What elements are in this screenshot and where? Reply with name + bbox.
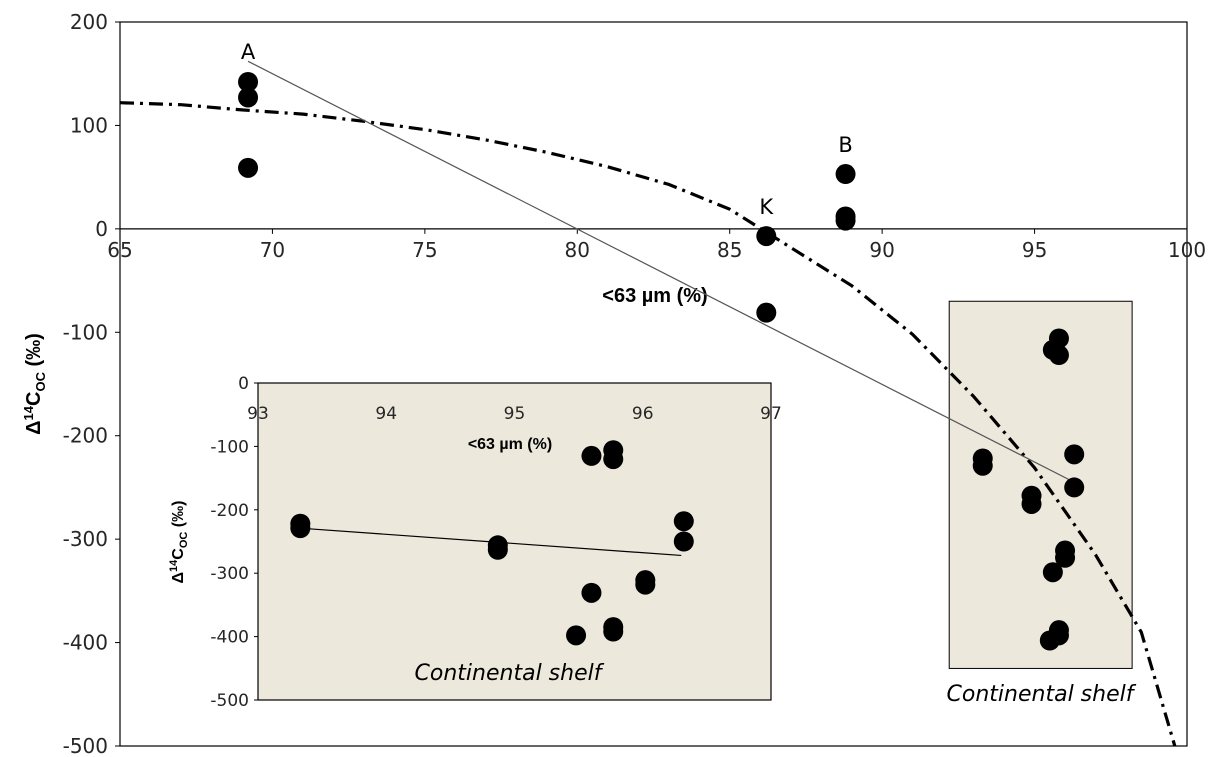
inset-x-axis-title: <63 µm (%) — [468, 436, 552, 453]
inset-data-point — [581, 582, 602, 603]
main-y-tick-label: -400 — [63, 631, 108, 655]
main-data-point — [1055, 547, 1076, 568]
inset-y-tick-label: -500 — [210, 691, 249, 711]
inset-x-tick-label: 95 — [504, 404, 526, 424]
main-y-axis-title-unit: (‰) — [23, 333, 45, 372]
main-x-tick-label: 65 — [107, 238, 132, 262]
inset-continental-shelf-label: Continental shelf — [415, 661, 605, 686]
inset-x-tick-label: 94 — [375, 404, 397, 424]
main-data-point — [1064, 444, 1085, 465]
continental-shelf-label: Continental shelf — [947, 682, 1137, 707]
inset-plot: 93 94 95 96 97 0 -100 -200 -300 -400 -500 <63 µm … — [168, 374, 782, 711]
main-data-point — [1039, 630, 1060, 651]
main-trend-line — [247, 60, 1075, 483]
main-x-tick-label: 80 — [565, 238, 590, 262]
main-x-tick-label: 75 — [412, 238, 437, 262]
inset-y-tick-label: 0 — [238, 374, 249, 394]
inset-data-point — [581, 445, 602, 466]
main-data-point — [1021, 493, 1042, 514]
inset-y-tick-label: -300 — [210, 564, 249, 584]
main-x-tick-label: 70 — [260, 238, 285, 262]
main-plot: 65 70 75 80 85 90 95 100 200 100 0 -100 -200 -300 -40… — [21, 10, 1206, 757]
main-data-point — [238, 157, 259, 178]
main-data-point — [1042, 562, 1063, 583]
main-y-tick-label: 100 — [70, 113, 108, 137]
main-x-ticks: 65 70 75 80 85 90 95 100 — [107, 228, 1206, 262]
main-point-labels: A K B — [241, 40, 853, 219]
main-y-tick-label: -300 — [63, 527, 108, 551]
inset-y-axis-title-sup: 14 — [168, 559, 180, 572]
continental-shelf-box — [948, 300, 1133, 669]
inset-data-point — [635, 574, 656, 595]
main-plot-frame — [119, 21, 1188, 747]
main-data-point — [1064, 477, 1085, 498]
main-y-tick-label: 0 — [95, 217, 108, 241]
inset-x-tick-label: 96 — [632, 404, 654, 424]
main-y-axis-title-delta: Δ — [23, 420, 45, 434]
inset-x-tick-label: 93 — [247, 404, 269, 424]
main-data-point — [756, 302, 777, 323]
point-label: K — [759, 195, 774, 219]
inset-data-point — [290, 518, 311, 539]
main-data-point — [972, 455, 993, 476]
main-x-axis-title: <63 µm (%) — [602, 285, 707, 307]
inset-x-ticks: 93 94 95 96 97 — [247, 404, 782, 424]
inset-data-point — [566, 625, 587, 646]
main-data-point — [238, 87, 259, 108]
inset-y-tick-label: -400 — [210, 628, 249, 648]
inset-y-axis-title-delta: Δ — [170, 572, 187, 584]
main-y-axis-title-sub: OC — [33, 371, 48, 391]
inset-plot-frame — [257, 382, 772, 701]
main-x-tick-label: 100 — [1168, 238, 1206, 262]
main-y-tick-label: -100 — [63, 320, 108, 344]
main-data-point — [1048, 345, 1069, 366]
inset-y-axis-title: Δ14COC (‰) — [168, 501, 190, 584]
main-y-axis-title-sup: 14 — [21, 405, 36, 420]
main-data-point — [1048, 328, 1069, 349]
main-data-point — [835, 164, 856, 185]
inset-data-point — [673, 511, 694, 532]
main-data-point — [756, 226, 777, 247]
main-y-tick-label: -200 — [63, 424, 108, 448]
dash-dot-curve — [119, 101, 1177, 747]
inset-plot-background — [258, 383, 771, 700]
inset-data-points — [290, 440, 694, 646]
inset-y-axis-title-unit: (‰) — [170, 501, 187, 532]
inset-data-point — [603, 449, 624, 470]
inset-y-tick-label: -200 — [210, 501, 249, 521]
inset-data-point — [603, 621, 624, 642]
main-data-point — [238, 71, 259, 92]
main-y-axis-title: Δ14COC (‰) — [21, 333, 48, 435]
main-x-tick-label: 95 — [1022, 238, 1047, 262]
inset-data-point — [673, 531, 694, 552]
point-label: A — [241, 40, 256, 64]
inset-y-ticks: 0 -100 -200 -300 -400 -500 — [210, 374, 258, 711]
main-y-axis-title-c: C — [23, 392, 45, 406]
inset-y-tick-label: -100 — [210, 437, 249, 457]
main-x-tick-label: 85 — [717, 238, 742, 262]
inset-x-tick-label: 97 — [760, 404, 782, 424]
point-label: B — [838, 133, 852, 157]
inset-y-axis-title-c: C — [170, 548, 187, 560]
main-y-tick-label: -500 — [63, 734, 108, 757]
main-data-points — [238, 71, 1085, 651]
main-data-point — [835, 210, 856, 231]
main-x-tick-label: 90 — [869, 238, 894, 262]
main-y-ticks: 200 100 0 -100 -200 -300 -400 -500 — [63, 10, 120, 757]
inset-y-axis-title-sub: OC — [178, 532, 190, 549]
main-y-tick-label: 200 — [70, 10, 108, 34]
inset-data-point — [487, 539, 508, 560]
